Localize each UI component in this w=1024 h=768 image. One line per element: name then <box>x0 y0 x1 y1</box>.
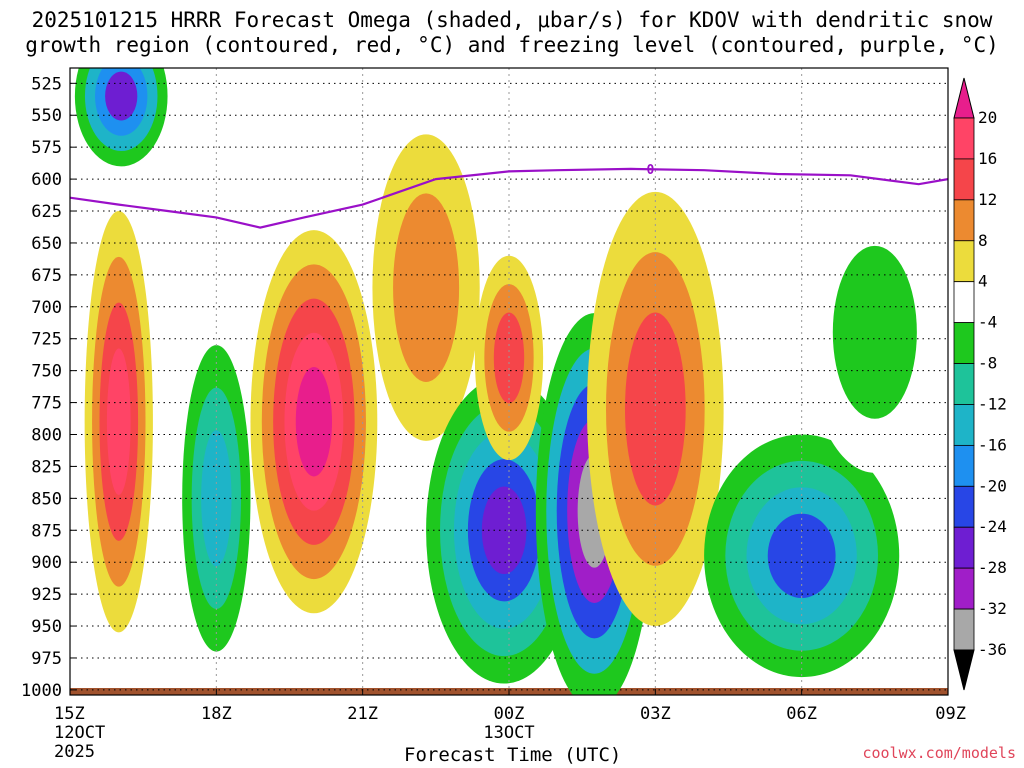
colorbar: 20 16 12 8 4 -4 -8 -12 -16 -20 -24 -28 -32 -36 <box>953 77 1007 691</box>
y-tick-label-575: 575 <box>31 138 62 158</box>
y-tick-label-825: 825 <box>31 457 62 477</box>
y-tick-label-950: 950 <box>31 617 62 637</box>
colorbar-bin-4 <box>953 281 975 324</box>
omega-feature-1-level-3 <box>106 348 131 496</box>
x-tick-year-0: 2025 <box>54 742 95 762</box>
freezing-level-contour: 0 <box>70 163 948 229</box>
y-tick-label-750: 750 <box>31 362 62 382</box>
colorbar-label-10: -24 <box>978 517 1007 536</box>
colorbar-bottom-arrow <box>953 649 975 691</box>
colorbar-bin-9 <box>953 485 975 528</box>
omega-feature-8-level-2 <box>624 312 686 506</box>
y-tick-label-925: 925 <box>31 585 62 605</box>
colorbar-label-1: 16 <box>978 149 997 168</box>
x-tick-label-5: 06Z <box>786 704 817 724</box>
freezing-level-label: 0 <box>647 163 655 178</box>
y-axis-ticks: 525 550 575 600 625 650 675 700 725 750 775 800 825 8… <box>21 74 76 701</box>
colorbar-bin-0 <box>953 117 975 160</box>
x-tick-label-3: 00Z <box>494 704 525 724</box>
colorbar-bin-10 <box>953 526 975 569</box>
colorbar-label-3: 8 <box>978 231 988 250</box>
colorbar-label-4: 4 <box>978 272 988 291</box>
colorbar-label-8: -16 <box>978 435 1007 454</box>
y-tick-label-1000: 1000 <box>21 681 62 701</box>
x-tick-date-3: 13OCT <box>483 723 534 743</box>
freezing-level-line <box>70 167 948 229</box>
y-tick-label-625: 625 <box>31 202 62 222</box>
x-axis-label: Forecast Time (UTC) <box>404 744 622 766</box>
title-line-1: 2025101215 HRRR Forecast Omega (shaded, … <box>31 8 993 32</box>
omega-feature-10-level-1 <box>832 245 917 419</box>
y-tick-label-550: 550 <box>31 106 62 126</box>
y-tick-label-775: 775 <box>31 394 62 414</box>
omega-shading <box>70 68 948 695</box>
colorbar-bin-7 <box>953 404 975 446</box>
colorbar-bin-1 <box>953 158 975 201</box>
title-line-2: growth region (contoured, red, °C) and f… <box>25 33 999 57</box>
y-tick-label-975: 975 <box>31 649 62 669</box>
colorbar-label-0: 20 <box>978 108 997 127</box>
y-tick-label-850: 850 <box>31 489 62 509</box>
x-tick-label-1: 18Z <box>201 704 232 724</box>
omega-feature-5-level-4 <box>481 486 527 575</box>
colorbar-bin-8 <box>953 444 975 487</box>
colorbar-label-12: -32 <box>978 599 1007 618</box>
y-tick-label-900: 900 <box>31 553 62 573</box>
colorbar-label-7: -12 <box>978 394 1007 413</box>
site-credit[interactable]: coolwx.com/models <box>862 744 1016 762</box>
y-tick-label-800: 800 <box>31 425 62 445</box>
omega-feature-2-level-2 <box>201 430 232 567</box>
colorbar-label-13: -36 <box>978 640 1007 659</box>
x-tick-label-4: 03Z <box>640 704 671 724</box>
omega-feature-4-level-1 <box>393 193 460 382</box>
omega-feature-0-level-3 <box>105 71 138 121</box>
x-tick-date-0: 12OCT <box>54 723 105 743</box>
colorbar-bin-6 <box>953 363 975 405</box>
colorbar-label-2: 12 <box>978 190 997 209</box>
colorbar-top-arrow <box>953 77 975 119</box>
colorbar-bin-12 <box>953 608 975 651</box>
y-tick-label-700: 700 <box>31 298 62 318</box>
y-tick-label-525: 525 <box>31 74 62 94</box>
colorbar-label-6: -8 <box>978 354 997 373</box>
colorbar-bin-11 <box>953 567 975 610</box>
colorbar-bin-3 <box>953 240 975 283</box>
x-tick-label-0: 15Z <box>54 704 85 724</box>
y-tick-label-600: 600 <box>31 170 62 190</box>
chart-title: 2025101215 HRRR Forecast Omega (shaded, … <box>0 8 1024 58</box>
colorbar-label-11: -28 <box>978 558 1007 577</box>
colorbar-label-9: -20 <box>978 476 1007 495</box>
colorbar-label-5: -4 <box>978 313 997 332</box>
x-tick-label-2: 21Z <box>347 704 378 724</box>
y-tick-label-650: 650 <box>31 234 62 254</box>
y-tick-label-725: 725 <box>31 330 62 350</box>
colorbar-bin-2 <box>953 199 975 242</box>
colorbar-bin-5 <box>953 322 975 364</box>
omega-feature-3-level-4 <box>295 366 333 477</box>
y-tick-label-875: 875 <box>31 521 62 541</box>
x-tick-label-6: 09Z <box>935 704 966 724</box>
y-tick-label-675: 675 <box>31 266 62 286</box>
grid-lines <box>70 68 948 695</box>
